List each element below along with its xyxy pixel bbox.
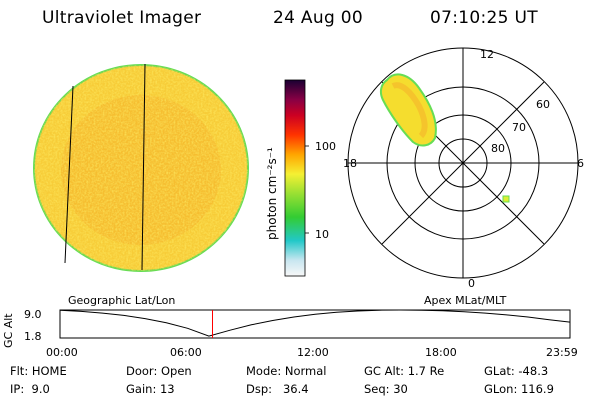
- gc-alt-max: 9.0: [24, 308, 42, 321]
- time-tick-1800: 18:00: [425, 346, 457, 359]
- time-tick-2359: 23:59: [546, 346, 578, 359]
- geographic-caption: Geographic Lat/Lon: [68, 294, 176, 307]
- colorbar-tick-100: 100: [315, 140, 336, 153]
- time-label: 07:10:25 UT: [430, 8, 538, 28]
- polar-plot: [347, 47, 579, 279]
- lat-label-60: 60: [536, 98, 550, 111]
- info-flt: Flt: HOME: [10, 364, 67, 378]
- mlt-label-6: 6: [577, 157, 584, 170]
- info-gain: Gain: 13: [126, 382, 175, 396]
- altitude-timeline: [59, 309, 571, 339]
- gc-alt-axis-label: GC Alt: [2, 313, 15, 348]
- info-glon: GLon: 116.9: [484, 382, 554, 396]
- colorbar-tick-10: 10: [315, 228, 329, 241]
- colorbar-unit-label: photon cm⁻²s⁻¹: [265, 147, 279, 240]
- info-glat: GLat: -48.3: [484, 364, 549, 378]
- mlt-label-18: 18: [343, 157, 357, 170]
- timeline-frame: [59, 309, 571, 339]
- info-seq: Seq: 30: [364, 382, 408, 396]
- lat-label-70: 70: [512, 121, 526, 134]
- info-mode: Mode: Normal: [246, 364, 327, 378]
- geographic-image: [33, 63, 249, 272]
- lat-label-80: 80: [491, 142, 505, 155]
- info-door: Door: Open: [126, 364, 192, 378]
- info-ip: IP: 9.0: [10, 382, 50, 396]
- meridian-line-right: [141, 63, 146, 271]
- gc-alt-min: 1.8: [24, 330, 42, 343]
- time-tick-0600: 06:00: [170, 346, 202, 359]
- info-gc-alt: GC Alt: 1.7 Re: [364, 364, 445, 378]
- instrument-title: Ultraviolet Imager: [42, 8, 202, 28]
- mlt-label-12: 12: [480, 48, 494, 61]
- altitude-curve: [59, 309, 571, 337]
- aurora-patch: [379, 73, 437, 147]
- colorbar: [284, 79, 309, 277]
- meridian-line-left: [64, 85, 74, 264]
- time-tick-0000: 00:00: [46, 346, 78, 359]
- info-dsp: Dsp: 36.4: [246, 382, 309, 396]
- aurora-dot: [502, 195, 510, 203]
- date-label: 24 Aug 00: [273, 8, 363, 28]
- mlt-label-0: 0: [468, 277, 475, 290]
- time-tick-1200: 12:00: [297, 346, 329, 359]
- apex-caption: Apex MLat/MLT: [424, 294, 507, 307]
